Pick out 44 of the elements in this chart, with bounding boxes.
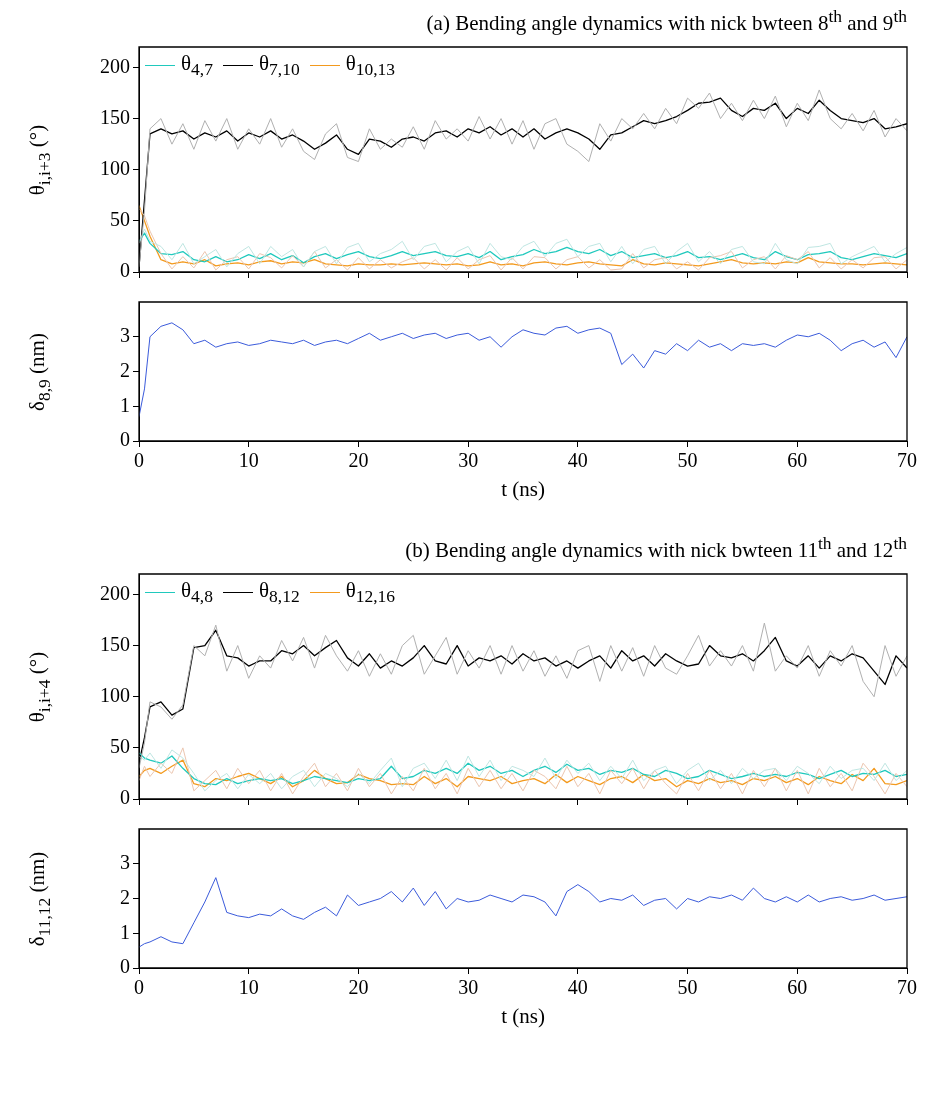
x-tick-label: 50 — [677, 976, 698, 999]
x-tick-label: 20 — [348, 449, 369, 472]
y-tick-label: 0 — [120, 786, 130, 809]
y-tick-label: 200 — [100, 581, 130, 604]
x-tick-label: 30 — [458, 449, 479, 472]
y-tick-label: 200 — [100, 54, 130, 77]
chart-title: (a) Bending angle dynamics with nick bwteen 8$^{th}$ and 9$^{th}$ — [425, 5, 908, 35]
x-tick-label: 10 — [238, 976, 259, 999]
y-tick-label: 150 — [100, 105, 130, 128]
y-tick-label: 2 — [120, 358, 130, 381]
x-axis-title: t (ns) — [500, 477, 546, 503]
x-tick-label: 50 — [677, 449, 698, 472]
y-tick-label: 3 — [120, 851, 130, 873]
x-tick-label: 60 — [787, 449, 808, 472]
x-tick-label: 20 — [348, 976, 369, 999]
y-tick-label: 1 — [120, 920, 130, 943]
y-tick-label: 50 — [110, 208, 130, 231]
x-tick-label: 70 — [897, 449, 917, 472]
x-tick-label: 40 — [567, 449, 588, 472]
y-tick-label: 0 — [120, 955, 130, 978]
x-tick-label: 0 — [134, 976, 144, 999]
chart-title: (b) Bending angle dynamics with nick bwteen 11$^{th}$ and 12$^{th}$ — [404, 532, 908, 562]
x-tick-label: 0 — [134, 449, 144, 472]
x-tick-label: 70 — [897, 976, 917, 999]
y-tick-label: 2 — [120, 885, 130, 908]
legend-label: θ$_{7,10}$ — [258, 51, 300, 80]
legend-label: θ$_{12,16}$ — [345, 578, 396, 607]
y-tick-label: 3 — [120, 324, 130, 346]
y-tick-label: 0 — [120, 428, 130, 451]
x-tick-label: 60 — [787, 976, 808, 999]
x-tick-label: 40 — [567, 976, 588, 999]
legend-label: θ$_{8,12}$ — [258, 578, 300, 607]
y-tick-label: 1 — [120, 393, 130, 416]
x-tick-label: 30 — [458, 976, 479, 999]
y-tick-label: 150 — [100, 632, 130, 655]
y-tick-label: 50 — [110, 735, 130, 758]
legend-label: θ$_{4,8}$ — [181, 578, 213, 607]
x-tick-label: 10 — [238, 449, 259, 472]
y-tick-label: 100 — [100, 683, 130, 706]
y-tick-label: 100 — [100, 156, 130, 179]
legend-label: θ$_{10,13}$ — [345, 51, 396, 80]
x-axis-title: t (ns) — [500, 1004, 546, 1030]
y-tick-label: 0 — [120, 259, 130, 282]
legend-label: θ$_{4,7}$ — [181, 51, 213, 80]
